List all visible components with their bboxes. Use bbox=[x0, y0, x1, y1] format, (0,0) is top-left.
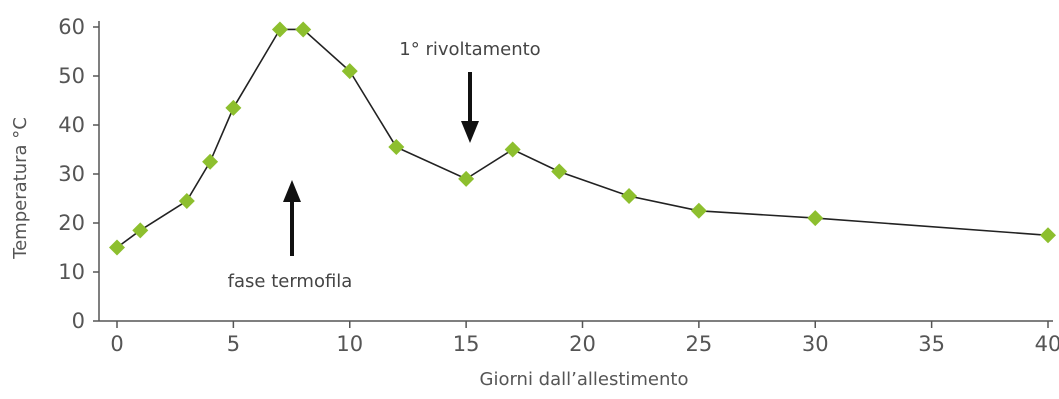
y-tick-label: 20 bbox=[58, 211, 85, 235]
series-markers bbox=[109, 21, 1056, 256]
data-point-marker bbox=[132, 222, 149, 239]
data-point-marker bbox=[388, 139, 405, 156]
annotation-rivoltamento-label: 1° rivoltamento bbox=[399, 39, 540, 60]
y-tick-label: 40 bbox=[58, 113, 85, 137]
x-tick-label: 10 bbox=[336, 332, 363, 356]
data-point-marker bbox=[225, 99, 242, 116]
annotation-rivoltamento: 1° rivoltamento bbox=[399, 39, 541, 143]
y-tick-label: 0 bbox=[72, 309, 85, 333]
x-ticks: 0 5 10 15 20 25 30 35 40 bbox=[110, 321, 1059, 356]
data-point-marker bbox=[807, 210, 824, 227]
y-tick-label: 60 bbox=[58, 15, 85, 39]
annotation-fase-termofila: fase termofila bbox=[228, 180, 353, 292]
y-tick-label: 10 bbox=[58, 260, 85, 284]
x-tick-label: 30 bbox=[802, 332, 829, 356]
x-tick-label: 20 bbox=[569, 332, 596, 356]
x-tick-label: 25 bbox=[686, 332, 713, 356]
data-point-marker bbox=[178, 192, 195, 209]
arrow-up-head bbox=[283, 180, 301, 202]
y-ticks: 0 10 20 30 40 50 60 bbox=[58, 15, 99, 333]
x-tick-label: 5 bbox=[227, 332, 240, 356]
y-tick-label: 50 bbox=[58, 64, 85, 88]
data-point-marker bbox=[458, 170, 475, 187]
x-axis-title: Giorni dall’allestimento bbox=[480, 369, 689, 390]
data-point-marker bbox=[271, 21, 288, 38]
arrow-down-head bbox=[461, 121, 479, 143]
data-point-marker bbox=[109, 239, 125, 256]
data-point-marker bbox=[1040, 227, 1056, 244]
data-point-marker bbox=[202, 153, 219, 170]
data-point-marker bbox=[621, 188, 638, 205]
annotation-fase-termofila-label: fase termofila bbox=[228, 271, 353, 292]
x-tick-label: 40 bbox=[1035, 332, 1059, 356]
x-tick-label: 15 bbox=[453, 332, 480, 356]
y-axis-title: Temperatura °C bbox=[10, 117, 31, 260]
data-point-marker bbox=[690, 202, 707, 219]
data-point-marker bbox=[295, 21, 312, 38]
x-tick-label: 35 bbox=[918, 332, 945, 356]
y-tick-label: 30 bbox=[58, 162, 85, 186]
x-tick-label: 0 bbox=[110, 332, 123, 356]
data-point-marker bbox=[341, 63, 358, 80]
data-point-marker bbox=[551, 163, 568, 180]
data-point-marker bbox=[504, 141, 521, 158]
series-line bbox=[116, 28, 1049, 249]
